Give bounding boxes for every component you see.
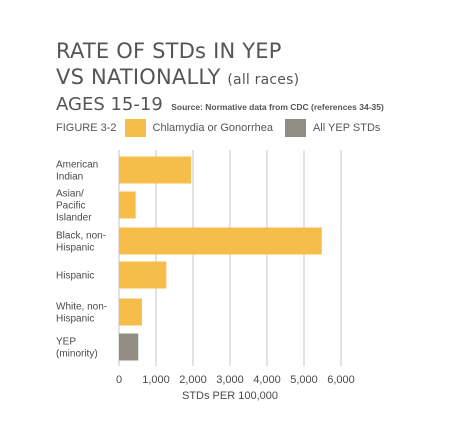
x-tick-label: 4,000 [253,374,281,386]
category-label: White, non-Hispanic [56,302,107,325]
age-range-label: AGES 15-19 [56,94,163,115]
x-tick-label: 3,000 [216,374,244,386]
category-label: Black, non-Hispanic [56,231,106,254]
category-labels: American Indian Asian/Pacific Islander Black… [56,160,107,360]
x-tick-label: 2,000 [179,374,207,386]
title-line-2-main: VS NATIONALLY [56,65,221,89]
chart-title: RATE OF STDs IN YEP VS NATIONALLY (all r… [56,38,299,93]
bar [119,261,167,289]
bar [119,333,139,361]
bar [119,191,136,219]
legend-label-chlamydia-gonorrhea: Chlamydia or Gonorrhea [152,122,273,134]
source-note: Source: Normative data from CDC (referen… [171,102,384,112]
category-label: Hispanic [56,271,94,282]
bars [119,156,322,361]
x-tick-label: 6,000 [327,374,355,386]
title-qualifier: (all races) [227,72,300,88]
title-line-2: VS NATIONALLY (all races) [56,64,299,93]
legend-label-all-yep-stds: All YEP STDs [312,122,381,134]
bar [119,298,142,326]
x-tick-label: 0 [116,374,122,386]
x-tick-labels: 0 1,000 2,000 3,000 4,000 5,000 6,000 [116,374,355,386]
x-tick-label: 1,000 [142,374,170,386]
x-tick-label: 5,000 [290,374,318,386]
subtitle-row: AGES 15-19 Source: Normative data from C… [56,94,384,115]
title-line-1: RATE OF STDs IN YEP [56,39,282,63]
figure-label: FIGURE 3-2 [56,122,117,134]
legend: FIGURE 3-2 Chlamydia or Gonorrhea All YE… [56,118,392,138]
category-label: YEP (minority) [56,337,98,360]
x-axis-label: STDs PER 100,000 [182,390,278,402]
legend-swatch-all-yep-stds [284,119,306,137]
grid-lines [118,150,342,366]
category-label: Asian/Pacific Islander [56,189,92,224]
bar [119,227,322,255]
category-label: American Indian [56,160,98,183]
legend-swatch-chlamydia-gonorrhea [124,119,146,137]
bar [119,156,192,184]
